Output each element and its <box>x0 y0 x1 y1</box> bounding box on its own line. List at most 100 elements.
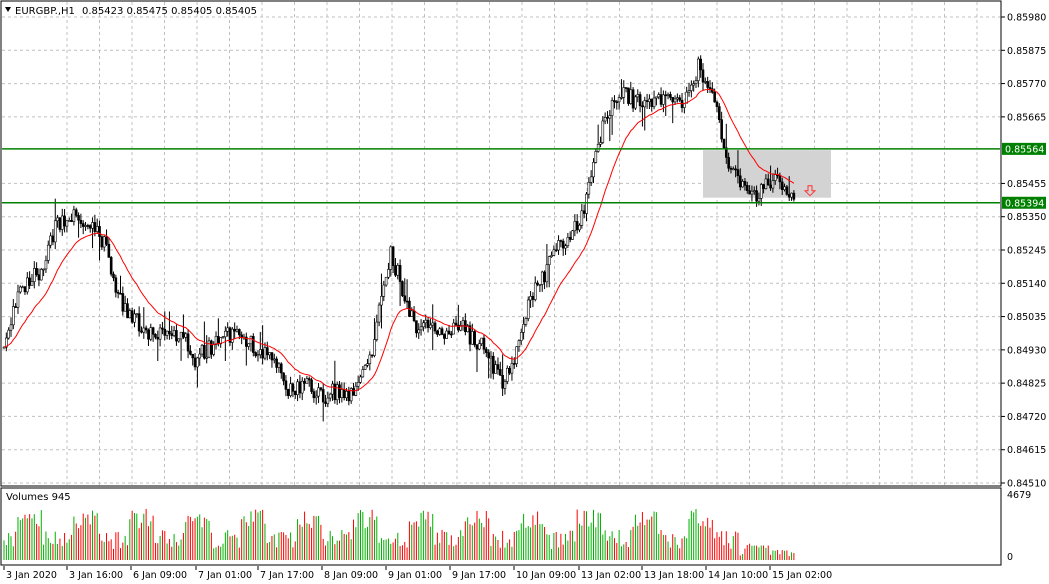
candle-body <box>279 363 283 374</box>
moving-average-line <box>3 88 795 392</box>
candle-body <box>63 215 66 227</box>
candle-body <box>256 354 260 357</box>
candle-body <box>461 320 465 326</box>
candle-body <box>559 240 563 242</box>
candle-body <box>433 322 437 332</box>
time-axis[interactable]: 3 Jan 2020 3 Jan 16:00 6 Jan 09:00 7 Jan 01… <box>3 566 832 581</box>
candle-body <box>326 397 330 404</box>
candle-body <box>724 147 728 158</box>
candle-body <box>589 176 593 183</box>
volume-pane[interactable] <box>0 487 1002 566</box>
candle-body <box>88 225 92 229</box>
candle-body <box>373 339 376 356</box>
candle-body <box>573 221 577 232</box>
candle-body <box>491 355 495 374</box>
candle-body <box>258 349 262 355</box>
candle-body <box>119 293 122 295</box>
candle-body <box>319 387 323 390</box>
candle-body <box>643 100 647 108</box>
candle-body <box>307 378 311 381</box>
sell-zone-rectangle[interactable] <box>703 150 831 198</box>
candle-body <box>56 217 59 222</box>
candle-body <box>154 333 157 338</box>
candle-body <box>300 380 304 394</box>
candle-body <box>685 91 688 104</box>
candle-body <box>98 226 101 237</box>
candle-body <box>265 347 269 356</box>
candle-body <box>39 269 43 281</box>
candle-body <box>93 222 97 232</box>
time-label: 13 Jan 18:00 <box>644 570 704 581</box>
candle-body <box>550 255 553 257</box>
candle-body <box>398 265 402 282</box>
candle-body <box>627 87 630 104</box>
candle-body <box>599 142 602 145</box>
candle-body <box>133 313 136 323</box>
candle-body <box>459 325 462 331</box>
candle-body <box>785 186 789 195</box>
candle-body <box>331 383 334 395</box>
candle-body <box>289 383 292 396</box>
candle-body <box>515 346 518 365</box>
candle-body <box>7 329 10 339</box>
candle-body <box>53 220 57 243</box>
candle-body <box>32 268 36 282</box>
price-axis[interactable]: 0.85980 0.85875 0.85770 0.85665 0.85455 0.853… <box>1001 13 1046 490</box>
candle-body <box>303 380 306 384</box>
candle-body <box>9 324 13 331</box>
candle-body <box>638 94 642 107</box>
candle-body <box>587 182 591 195</box>
candle-body <box>263 347 267 359</box>
candle-body <box>245 336 248 347</box>
candle-body <box>564 245 567 249</box>
candle-body <box>715 101 719 107</box>
price-label: 0.85350 <box>1007 212 1046 223</box>
candle-body <box>165 330 169 336</box>
triangle-down-icon[interactable] <box>5 7 11 12</box>
candle-body <box>275 358 278 368</box>
candle-body <box>608 115 612 119</box>
candle-body <box>531 296 535 300</box>
price-label: 0.85140 <box>1007 279 1046 290</box>
candle-body <box>692 83 695 86</box>
volume-bars <box>3 508 795 560</box>
candle-body <box>578 225 581 231</box>
candle-body <box>186 333 190 352</box>
candle-body <box>361 369 365 378</box>
candle-body <box>729 167 733 170</box>
price-label: 0.85455 <box>1007 179 1046 190</box>
candle-body <box>359 376 362 383</box>
candle-body <box>529 296 532 301</box>
candle-body <box>84 225 87 227</box>
candle-body <box>704 81 707 83</box>
candle-body <box>482 337 486 350</box>
sell-arrow-icon <box>803 185 817 197</box>
candle-body <box>582 210 586 214</box>
candle-body <box>91 222 94 229</box>
candle-body <box>773 174 777 181</box>
candle-body <box>718 106 721 120</box>
candle-body <box>736 169 740 177</box>
candle-body <box>585 193 588 214</box>
candle-body <box>382 284 386 297</box>
candle-body <box>694 80 698 85</box>
candle-body <box>25 277 29 293</box>
price-label: 0.85770 <box>1007 79 1046 90</box>
candle-body <box>221 336 225 339</box>
time-label: 14 Jan 10:00 <box>708 570 768 581</box>
price-pane[interactable] <box>0 0 1002 487</box>
candle-body <box>349 388 353 402</box>
candle-body <box>522 323 525 333</box>
candle-body <box>454 322 458 326</box>
time-label: 9 Jan 01:00 <box>388 570 442 581</box>
candle-body <box>163 328 167 336</box>
candle-body <box>657 94 661 98</box>
price-label: 0.85875 <box>1007 46 1046 57</box>
candle-body <box>391 246 395 266</box>
candle-body <box>151 327 155 335</box>
symbol-title: EURGBP.,H1 <box>15 6 75 17</box>
candle-body <box>102 236 106 248</box>
candle-body <box>51 235 55 243</box>
candle-body <box>792 192 796 200</box>
